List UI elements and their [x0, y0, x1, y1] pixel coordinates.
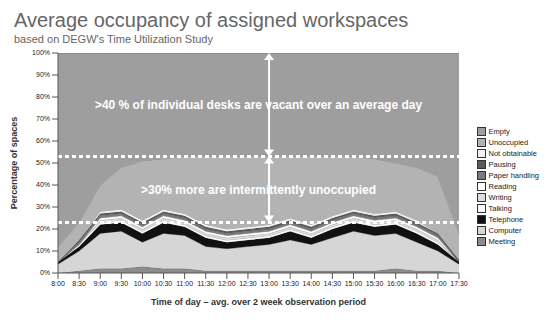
svg-text:90%: 90% [36, 71, 50, 78]
svg-text:>30% more are intermittently u: >30% more are intermittently unoccupied [141, 183, 376, 197]
svg-text:100%: 100% [32, 49, 50, 56]
svg-text:16:00: 16:00 [387, 280, 405, 287]
svg-text:17:00: 17:00 [429, 280, 447, 287]
svg-text:13:00: 13:00 [260, 280, 278, 287]
html-text:Empty: Empty [488, 127, 510, 136]
html-text:Unoccupied: Unoccupied [488, 138, 529, 147]
html-text:Talking: Talking [488, 204, 512, 213]
svg-text:0%: 0% [40, 269, 50, 276]
svg-text:15:00: 15:00 [345, 280, 363, 287]
html-text:based on DEGW's Time Utilizati: based on DEGW's Time Utilization Study [14, 33, 213, 45]
svg-text:50%: 50% [36, 159, 50, 166]
svg-text:80%: 80% [36, 93, 50, 100]
svg-text:9:00: 9:00 [93, 280, 107, 287]
svg-text:8:00: 8:00 [51, 280, 65, 287]
svg-text:30%: 30% [36, 203, 50, 210]
html-text:Reading: Reading [488, 182, 517, 191]
svg-text:>40 % of individual desks are: >40 % of individual desks are vacant ove… [95, 98, 422, 112]
svg-text:40%: 40% [36, 181, 50, 188]
svg-text:20%: 20% [36, 225, 50, 232]
html-text:Writing: Writing [488, 193, 512, 202]
html-text:Telephone: Telephone [488, 215, 524, 224]
svg-text:17:30: 17:30 [450, 280, 468, 287]
svg-text:15:30: 15:30 [366, 280, 384, 287]
html-text:Paper handling: Paper handling [488, 171, 539, 180]
html-text:Computer: Computer [488, 226, 522, 235]
svg-text:10:30: 10:30 [155, 280, 173, 287]
html-text:Meeting: Meeting [488, 237, 516, 246]
svg-text:13:30: 13:30 [281, 280, 299, 287]
svg-text:9:30: 9:30 [115, 280, 129, 287]
svg-text:8:30: 8:30 [72, 280, 86, 287]
html-text:Average occupancy of assigned: Average occupancy of assigned workspaces [14, 9, 409, 31]
svg-text:12:00: 12:00 [218, 280, 236, 287]
svg-text:16:30: 16:30 [408, 280, 426, 287]
html-text:Not obtainable: Not obtainable [488, 149, 537, 158]
svg-text:11:30: 11:30 [197, 280, 214, 287]
svg-text:70%: 70% [36, 115, 50, 122]
svg-text:Percentage of spaces: Percentage of spaces [9, 117, 19, 210]
svg-text:10:00: 10:00 [134, 280, 152, 287]
svg-text:12:30: 12:30 [239, 280, 257, 287]
svg-text:10%: 10% [36, 247, 50, 254]
svg-text:14:00: 14:00 [302, 280, 320, 287]
svg-text:14:30: 14:30 [324, 280, 342, 287]
svg-text:11:00: 11:00 [176, 280, 193, 287]
svg-text:60%: 60% [36, 137, 50, 144]
html-text:Pausing: Pausing [488, 160, 516, 169]
svg-text:Time of day – avg. over 2 week: Time of day – avg. over 2 week observati… [151, 297, 366, 307]
